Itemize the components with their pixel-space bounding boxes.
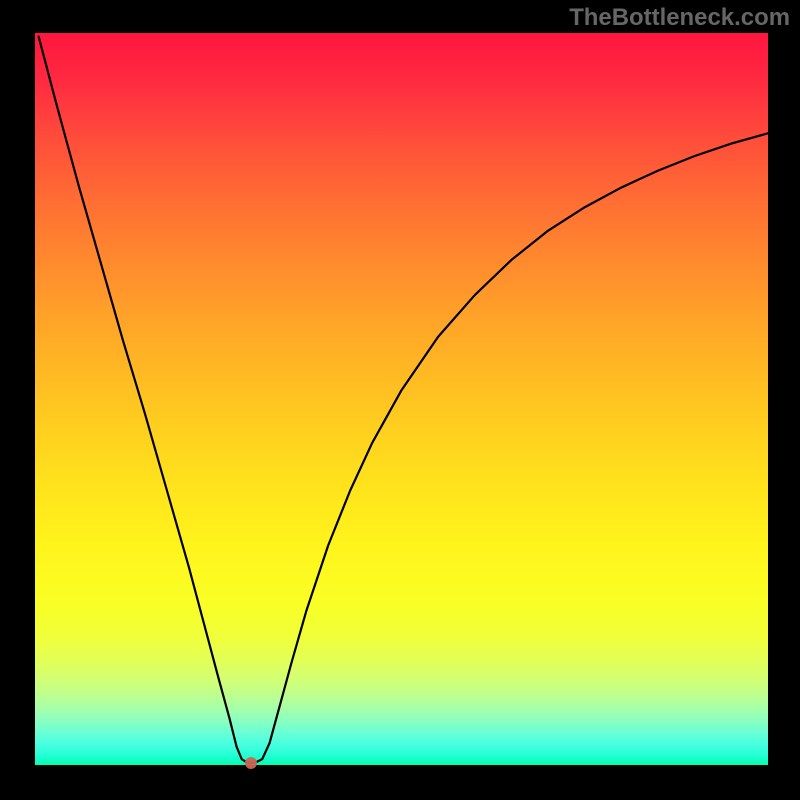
curve-overlay (35, 33, 768, 765)
chart-container: TheBottleneck.com (0, 0, 800, 800)
bottleneck-curve (39, 37, 768, 763)
plot-area (35, 33, 768, 765)
watermark-text: TheBottleneck.com (569, 4, 790, 32)
minimum-marker (245, 757, 257, 769)
